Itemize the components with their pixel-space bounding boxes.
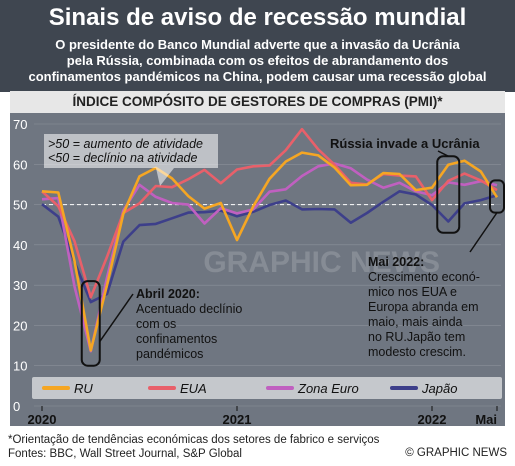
april-annotation-title: Abril 2020: xyxy=(136,287,200,301)
series-line-eua xyxy=(41,127,498,299)
y-tick-label: 40 xyxy=(13,238,27,253)
legend-label: Japão xyxy=(421,381,457,396)
may-annotation-text: Crescimento econó- xyxy=(368,270,480,284)
may-annotation-text: modesto crescim. xyxy=(368,345,466,359)
y-tick-label: 0 xyxy=(13,399,20,414)
april-annotation: Abril 2020: Acentuado declínio com os co… xyxy=(136,287,242,361)
threshold-below-text: <50 = declínio na atividade xyxy=(48,151,197,165)
russia-invasion-leader xyxy=(437,150,449,157)
page-title: Sinais de aviso de recessão mundial xyxy=(48,4,467,31)
april-annotation-leader xyxy=(99,293,134,342)
legend-label: EUA xyxy=(180,381,207,396)
russia-invasion-label: Rússia invade a Ucrânia xyxy=(330,136,480,151)
y-tick-label: 70 xyxy=(13,117,27,132)
page-subtitle: O presidente do Banco Mundial adverte qu… xyxy=(10,37,505,85)
footnote: *Orientação de tendências económicas dos… xyxy=(8,434,380,446)
legend-label: RU xyxy=(74,381,93,396)
chart-title: ÍNDICE COMPÓSITO DE GESTORES DE COMPRAS … xyxy=(10,91,505,113)
y-tick-label: 30 xyxy=(13,278,27,293)
subtitle-line: O presidente do Banco Mundial adverte qu… xyxy=(55,37,460,52)
y-tick-label: 50 xyxy=(13,198,27,213)
may-annotation-text: no RU.Japão tem xyxy=(368,330,465,344)
may-annotation-title: Mai 2022: xyxy=(368,255,424,269)
brand-credit: © GRAPHIC NEWS xyxy=(405,447,507,459)
x-tick-label: 2020 xyxy=(28,412,57,427)
may-annotation-leader xyxy=(469,212,498,253)
subtitle-line: confinamentos pandémicos na China, podem… xyxy=(28,69,487,84)
legend-label: Zona Euro xyxy=(297,381,359,396)
x-tick-label: 2021 xyxy=(223,412,252,427)
y-axis-ticks: 0 10 20 30 40 50 60 70 xyxy=(13,117,27,414)
april-annotation-text: Acentuado declínio xyxy=(136,302,242,316)
y-tick-label: 10 xyxy=(13,359,27,374)
april-annotation-text: pandémicos xyxy=(136,347,203,361)
series-line-ru xyxy=(41,151,499,352)
header-banner xyxy=(0,0,515,92)
series-lines xyxy=(41,127,499,353)
sources: Fontes: BBC, Wall Street Journal, S&P Gl… xyxy=(8,448,242,460)
x-tick-label: Mai xyxy=(475,412,497,427)
series-line-japão xyxy=(41,190,498,304)
footer: *Orientação de tendências económicas dos… xyxy=(8,433,379,461)
subtitle-line: pela Rússia, combinada com os efeitos de… xyxy=(66,53,449,68)
threshold-callout-box xyxy=(44,134,218,186)
legend: RU EUA Zona Euro Japão xyxy=(42,381,457,396)
threshold-above-text: >50 = aumento de atividade xyxy=(48,137,203,151)
april-annotation-text: confinamentos xyxy=(136,332,217,346)
april-2020-highlight xyxy=(80,280,101,367)
april-annotation-text: com os xyxy=(136,317,176,331)
x-tick-label: 2022 xyxy=(418,412,447,427)
watermark: GRAPHIC NEWS xyxy=(203,246,440,279)
y-tick-label: 60 xyxy=(13,157,27,172)
y-tick-label: 20 xyxy=(13,318,27,333)
may-annotation-text: mico nos EUA e xyxy=(368,285,457,299)
may-annotation-text: maio, mais ainda xyxy=(368,315,463,329)
may-annotation: Mai 2022: Crescimento econó- mico nos EU… xyxy=(368,255,480,359)
x-axis-ticks: 2020 2021 2022 Mai xyxy=(28,406,498,427)
may-annotation-text: Europa abranda em xyxy=(368,300,479,314)
